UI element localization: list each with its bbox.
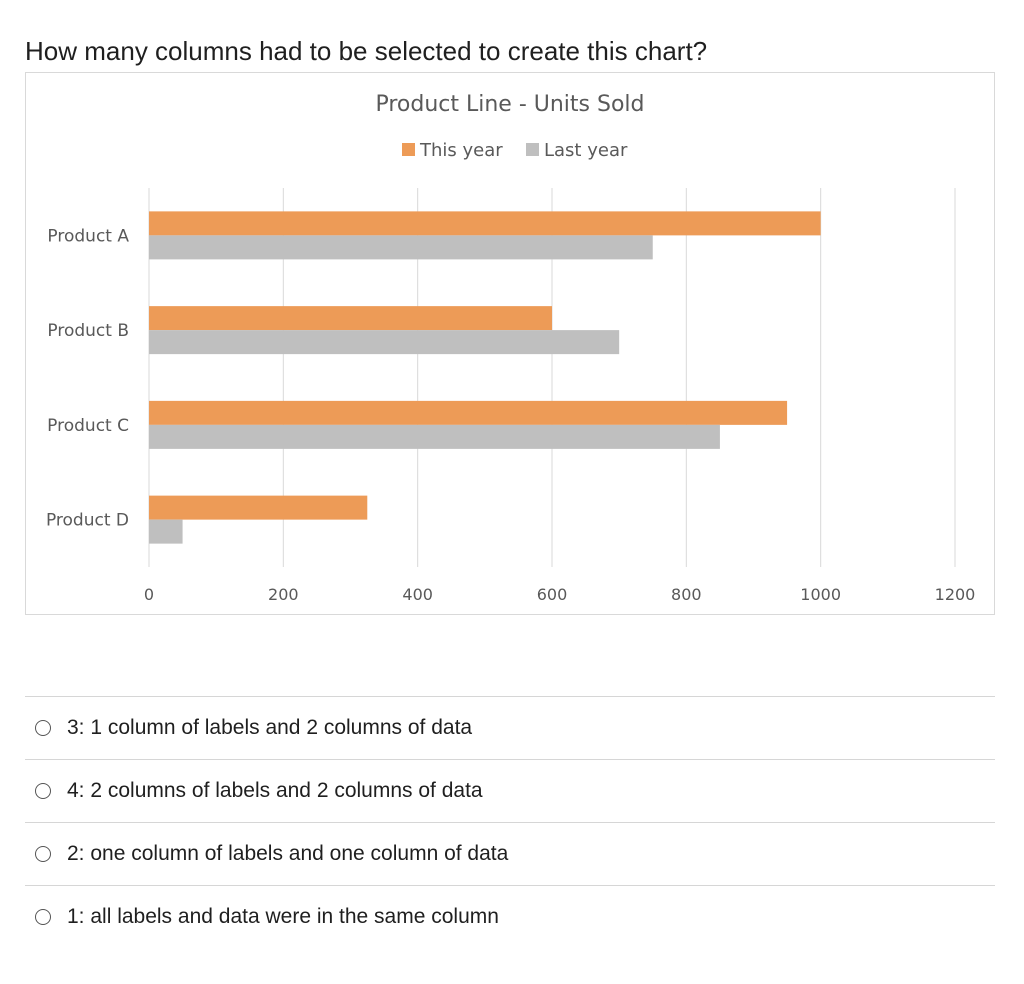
bar-product-b-this-year (149, 306, 552, 331)
question-text: How many columns had to be selected to c… (25, 36, 708, 66)
legend-swatch-1 (402, 143, 415, 156)
category-label: Product A (47, 226, 129, 246)
answer-option-1[interactable]: 3: 1 column of labels and 2 columns of d… (25, 696, 995, 759)
radio-button[interactable] (35, 846, 51, 862)
bar-product-a-this-year (149, 211, 821, 236)
answer-option-3[interactable]: 2: one column of labels and one column o… (25, 822, 995, 885)
category-label: Product B (47, 321, 129, 341)
answer-option-4[interactable]: 1: all labels and data were in the same … (25, 885, 995, 948)
bar-chart: Product Line - Units Sold This year Last … (25, 72, 995, 615)
answer-option-label: 2: one column of labels and one column o… (67, 842, 509, 865)
category-label: Product D (46, 511, 129, 531)
radio-button[interactable] (35, 909, 51, 925)
answer-option-label: 4: 2 columns of labels and 2 columns of … (67, 779, 483, 802)
x-tick-label: 0 (144, 585, 154, 604)
bar-product-c-this-year (149, 400, 788, 425)
category-label: Product C (47, 416, 129, 436)
bar-product-a-last-year (149, 235, 653, 260)
legend-label-2: Last year (544, 140, 628, 161)
chart-bars (149, 211, 821, 544)
bar-product-b-last-year (149, 330, 620, 355)
radio-button[interactable] (35, 720, 51, 736)
chart-category-labels: Product A Product B Product C Product D (46, 226, 129, 530)
bar-product-c-last-year (149, 424, 720, 449)
answer-option-2[interactable]: 4: 2 columns of labels and 2 columns of … (25, 759, 995, 822)
x-tick-label: 200 (268, 585, 299, 604)
bar-product-d-last-year (149, 519, 183, 544)
answer-option-label: 1: all labels and data were in the same … (67, 905, 499, 928)
bar-product-d-this-year (149, 495, 368, 520)
chart-title: Product Line - Units Sold (375, 92, 644, 117)
legend-swatch-2 (526, 143, 539, 156)
chart-legend: This year Last year (402, 140, 628, 161)
answer-options: 3: 1 column of labels and 2 columns of d… (25, 696, 995, 948)
x-tick-label: 400 (402, 585, 433, 604)
legend-label-1: This year (419, 140, 503, 161)
x-tick-label: 600 (537, 585, 568, 604)
x-tick-label: 800 (671, 585, 702, 604)
x-tick-label: 1200 (935, 585, 976, 604)
chart-svg: Product Line - Units Sold This year Last … (46, 92, 975, 604)
x-tick-label: 1000 (800, 585, 841, 604)
answer-option-label: 3: 1 column of labels and 2 columns of d… (67, 716, 473, 739)
chart-tick-labels: 0 200 400 600 800 1000 1200 (144, 585, 975, 604)
radio-button[interactable] (35, 783, 51, 799)
